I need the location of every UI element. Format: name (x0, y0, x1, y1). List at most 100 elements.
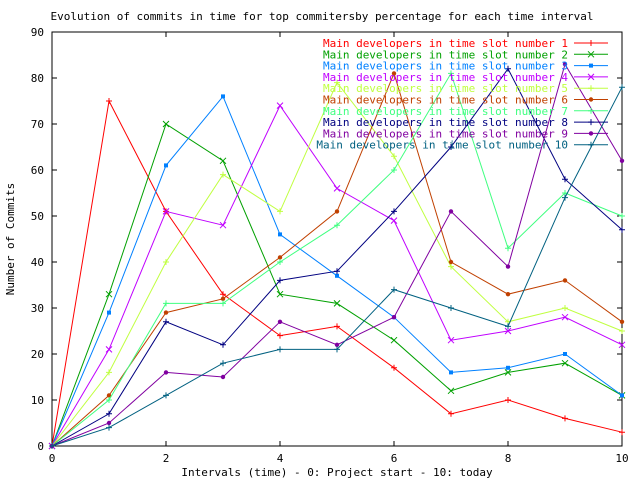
legend-label: Main developers in time slot number 5 (323, 82, 568, 95)
data-point (163, 370, 169, 375)
data-point (105, 290, 113, 298)
series-10 (49, 84, 625, 449)
x-tick-label: 2 (163, 452, 170, 465)
data-point (219, 157, 227, 165)
y-tick-label: 70 (31, 118, 44, 131)
data-point (619, 328, 625, 334)
y-tick-label: 10 (31, 394, 44, 407)
legend-entry: Main developers in time slot number 5 (323, 82, 608, 95)
data-point (447, 336, 455, 344)
data-point (277, 332, 283, 339)
data-point (505, 245, 511, 252)
data-point (391, 153, 397, 160)
y-tick-label: 30 (31, 302, 44, 315)
data-point (391, 167, 397, 173)
data-point (504, 369, 512, 376)
data-point (277, 255, 283, 260)
data-point (277, 277, 283, 284)
data-point (505, 397, 511, 403)
data-point (334, 268, 340, 275)
data-point (588, 85, 594, 92)
data-point (447, 387, 455, 395)
x-tick-label: 0 (49, 452, 56, 465)
data-point (391, 364, 397, 371)
series-8 (49, 65, 625, 449)
data-point (391, 71, 397, 76)
data-point (448, 305, 454, 311)
data-point (588, 141, 594, 148)
data-point (562, 278, 568, 283)
y-tick-label: 0 (37, 440, 44, 453)
data-point (588, 97, 594, 102)
series-9 (49, 61, 625, 449)
data-point (220, 291, 226, 298)
data-point (620, 393, 624, 398)
legend-label: Main developers in time slot number 10 (316, 139, 568, 152)
data-point (562, 305, 568, 311)
data-point (163, 259, 169, 265)
axis-ticks: 0 10 20 30 40 50 60 70 80 90 0 2 4 6 8 10 (31, 26, 629, 465)
data-point (561, 313, 569, 321)
data-point (221, 94, 225, 99)
x-tick-label: 10 (615, 452, 628, 465)
data-point (448, 410, 454, 417)
data-point (619, 158, 625, 163)
data-point (334, 323, 340, 330)
legend-label: Main developers in time slot number 3 (323, 60, 568, 73)
data-point (505, 264, 511, 269)
data-point (391, 208, 397, 215)
data-point (49, 443, 55, 449)
data-point (106, 98, 112, 104)
data-point (588, 107, 594, 114)
data-point (506, 365, 510, 370)
data-point (448, 259, 454, 265)
legend-label: Main developers in time slot number 2 (323, 48, 568, 61)
legend-entry: Main developers in time slot number 1 (323, 37, 608, 50)
series-1 (49, 98, 625, 449)
y-tick-label: 80 (31, 72, 44, 85)
data-point (619, 226, 625, 233)
y-tick-label: 60 (31, 164, 44, 177)
data-point (588, 40, 594, 46)
data-point (448, 144, 454, 150)
data-point (219, 221, 227, 229)
legend-label: Main developers in time slot number 4 (323, 71, 568, 84)
x-axis-label: Intervals (time) - 0: Project start - 10… (181, 466, 493, 479)
data-point (220, 296, 226, 301)
y-tick-label: 40 (31, 256, 44, 269)
legend-entry: Main developers in time slot number 8 (323, 116, 608, 129)
data-point (276, 102, 284, 109)
data-point (277, 346, 283, 353)
data-point (220, 341, 226, 348)
data-point (277, 208, 283, 215)
data-point (504, 327, 512, 335)
plot-frame (51, 31, 623, 447)
series-layer (48, 61, 626, 450)
data-point (106, 397, 112, 403)
data-point (505, 323, 511, 330)
data-point (333, 300, 341, 307)
data-point (106, 410, 112, 417)
legend-label: Main developers in time slot number 1 (323, 37, 568, 50)
data-point (562, 415, 568, 422)
legend-entry: Main developers in time slot number 9 (323, 127, 608, 140)
data-point (562, 194, 568, 201)
data-point (220, 360, 226, 367)
data-point (163, 300, 169, 307)
data-point (163, 318, 169, 325)
data-point (163, 310, 169, 315)
data-point (107, 310, 111, 315)
data-point (563, 352, 567, 356)
data-point (562, 176, 568, 183)
data-point (587, 50, 595, 58)
data-point (505, 65, 511, 72)
data-point (589, 63, 593, 68)
data-point (561, 359, 569, 367)
data-point (562, 61, 568, 67)
data-point (334, 342, 340, 347)
data-point (449, 370, 453, 375)
data-point (106, 393, 112, 398)
y-tick-label: 20 (31, 348, 44, 361)
legend-entry: Main developers in time slot number 6 (323, 94, 608, 107)
